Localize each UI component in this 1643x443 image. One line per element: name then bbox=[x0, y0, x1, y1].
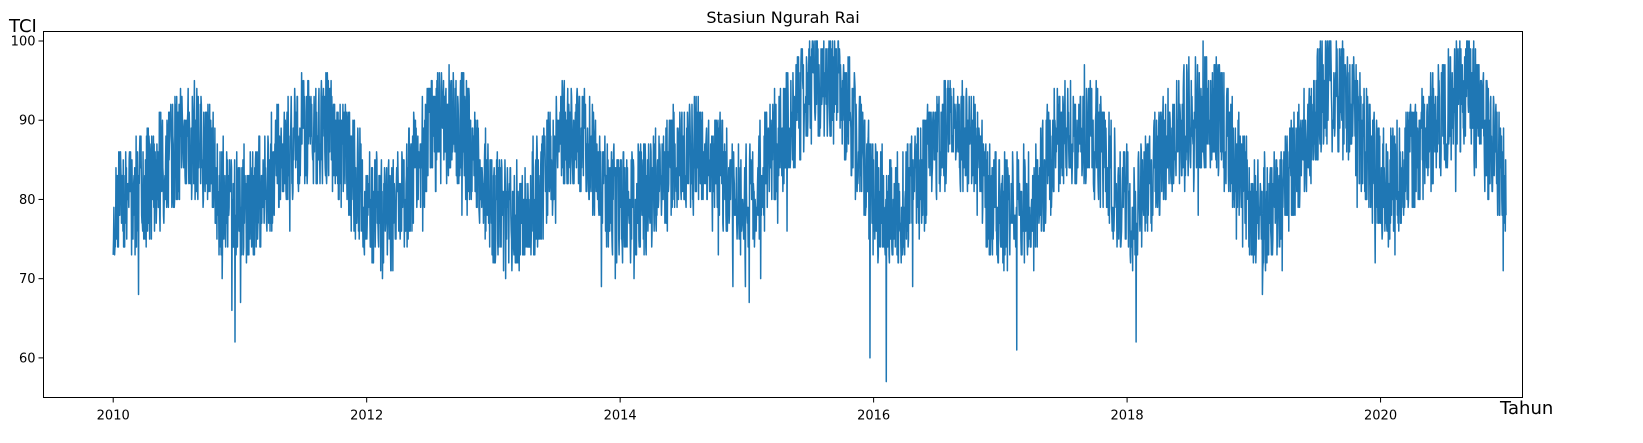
x-tick-label: 2012 bbox=[350, 409, 383, 424]
y-tick-label: 60 bbox=[19, 351, 36, 366]
ticks-layer: 2010 2012 2014 2016 2018 2020 60 70 80 90 100 bbox=[11, 35, 1397, 424]
series-layer bbox=[112, 40, 1507, 383]
x-axis-title: Tahun bbox=[1499, 398, 1553, 419]
plot-area-frame bbox=[43, 31, 1523, 398]
y-tick-label: 90 bbox=[19, 114, 36, 129]
y-tick-label: 100 bbox=[11, 35, 36, 50]
y-tick-label: 80 bbox=[19, 193, 36, 208]
x-tick-label: 2014 bbox=[604, 409, 637, 424]
series-line-tci bbox=[112, 40, 1507, 383]
x-tick-label: 2016 bbox=[857, 409, 890, 424]
x-tick-label: 2020 bbox=[1364, 409, 1397, 424]
y-tick-label: 70 bbox=[19, 272, 36, 287]
x-tick-label: 2018 bbox=[1111, 409, 1144, 424]
chart-title: Stasiun Ngurah Rai bbox=[706, 8, 859, 27]
y-axis-title: TCI bbox=[8, 16, 37, 37]
x-tick-label: 2010 bbox=[97, 409, 130, 424]
